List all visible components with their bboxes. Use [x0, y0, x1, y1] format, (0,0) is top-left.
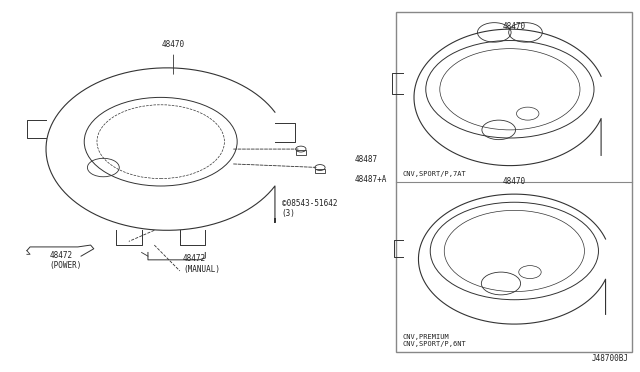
Text: 48470: 48470 [162, 41, 185, 74]
Text: 48487: 48487 [355, 155, 378, 164]
Text: 48470: 48470 [503, 177, 526, 186]
Text: CNV,PREMIUM
CNV,SPORT/P,6NT: CNV,PREMIUM CNV,SPORT/P,6NT [403, 334, 467, 347]
Text: 48472
(POWER): 48472 (POWER) [49, 251, 81, 270]
Text: J48700BJ: J48700BJ [592, 354, 629, 363]
Bar [296, 150, 306, 155]
Text: ©08543-51642
(3): ©08543-51642 (3) [282, 199, 337, 218]
Text: 48472
(MANUAL): 48472 (MANUAL) [183, 254, 220, 274]
Bar [315, 169, 325, 173]
Text: 48470: 48470 [503, 22, 526, 31]
Text: CNV,SPORT/P,7AT: CNV,SPORT/P,7AT [403, 171, 467, 177]
Text: 48487+A: 48487+A [355, 175, 387, 184]
